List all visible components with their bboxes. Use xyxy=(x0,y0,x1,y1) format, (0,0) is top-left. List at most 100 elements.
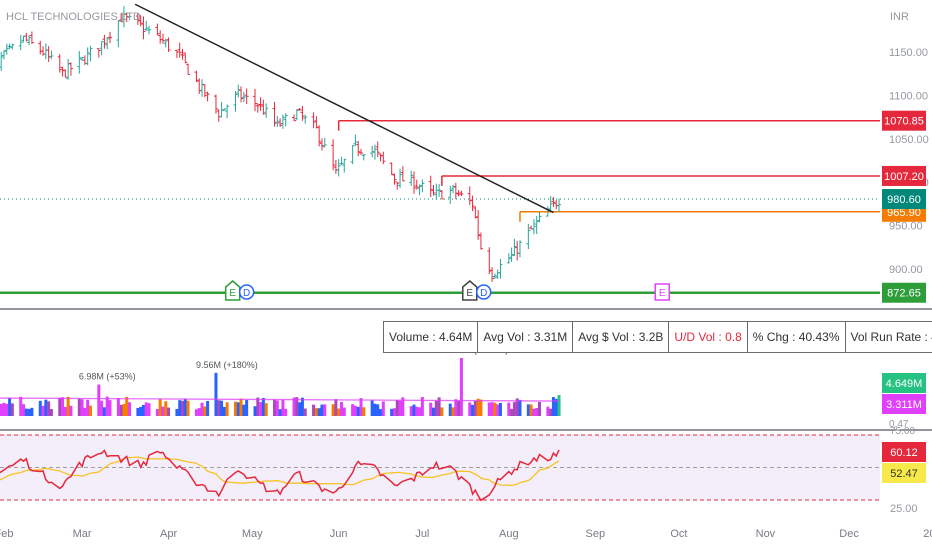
volume-bar xyxy=(432,407,436,416)
volume-bar xyxy=(401,397,405,416)
volume-bar xyxy=(66,396,70,416)
volume-bar xyxy=(186,400,190,416)
x-tick-label: Dec xyxy=(839,528,859,540)
volume-bar xyxy=(273,399,277,416)
x-tick-label: Feb xyxy=(0,528,13,540)
volume-bar xyxy=(220,400,224,416)
volume-bar xyxy=(22,404,26,416)
volume-bar xyxy=(459,358,463,416)
volume-bar xyxy=(323,404,327,416)
level-price-label-bg xyxy=(882,165,926,186)
volume-bar xyxy=(487,402,491,416)
level-price-label: 1007.20 xyxy=(884,171,924,183)
volume-bar xyxy=(30,407,34,416)
rsi-value-bg xyxy=(882,442,926,462)
volume-bar xyxy=(108,400,112,416)
volume-bar xyxy=(144,402,148,416)
volume-bar xyxy=(551,397,555,416)
y-tick-label: 1050.00 xyxy=(889,134,929,146)
y-tick-label: 950.00 xyxy=(889,221,923,233)
volume-bar xyxy=(214,372,218,416)
volume-bar xyxy=(507,402,511,416)
rsi-band xyxy=(0,435,880,500)
volume-bar xyxy=(454,399,458,416)
volume-bar xyxy=(38,400,42,416)
volume-bar xyxy=(337,408,341,416)
volume-bar xyxy=(515,398,519,416)
volume-bar xyxy=(415,406,419,416)
volume-bar xyxy=(47,401,51,416)
volume-bar xyxy=(261,397,265,416)
volume-bar xyxy=(264,403,268,416)
avg-volume-line xyxy=(0,397,560,402)
volume-bar xyxy=(398,400,402,416)
volume-bar xyxy=(167,407,171,416)
volume-bar xyxy=(8,397,12,416)
volume-bar xyxy=(49,409,53,416)
volume-bar xyxy=(303,408,307,416)
volume-bar xyxy=(448,403,452,416)
volume-bar xyxy=(259,402,263,416)
volume-bar xyxy=(392,408,396,416)
volume-bar xyxy=(61,397,65,416)
volume-bar xyxy=(164,401,168,416)
volume-bar xyxy=(409,406,413,416)
volume-bar xyxy=(532,408,536,416)
volume-bar xyxy=(83,407,87,416)
volume-bar xyxy=(63,406,67,416)
volume-bar xyxy=(245,399,249,416)
level-price-label: 872.65 xyxy=(887,288,921,300)
x-tick-label: 2023 xyxy=(923,528,932,540)
volume-bar xyxy=(529,404,533,416)
volume-bar xyxy=(102,407,106,416)
volume-bar xyxy=(518,399,522,416)
volume-bar xyxy=(412,404,416,416)
level-price-label-bg xyxy=(882,282,926,303)
y-tick-label: 1150.00 xyxy=(889,47,928,59)
volume-bar xyxy=(10,403,14,416)
volume-bar xyxy=(200,402,204,416)
volume-bar xyxy=(275,400,279,416)
x-tick-label: Apr xyxy=(160,528,177,540)
marker-letter: E xyxy=(466,288,473,299)
volume-bar xyxy=(24,408,28,416)
volume-bar xyxy=(526,404,530,416)
volume-bar xyxy=(379,409,383,416)
volume-bar xyxy=(136,407,140,416)
level-price-label: 1070.85 xyxy=(884,116,924,128)
volume-bar xyxy=(105,396,109,416)
stat-volume: Volume : 4.64M xyxy=(384,322,479,352)
stat-vol-run-rate: Vol Run Rate : 44.4% xyxy=(850,330,932,344)
x-tick-label: Aug xyxy=(499,528,519,540)
volume-bar xyxy=(233,401,237,416)
volume-bar xyxy=(314,408,318,416)
earnings-marker xyxy=(462,280,478,301)
x-tick-label: Jun xyxy=(330,528,348,540)
volume-bar xyxy=(418,407,422,416)
volume-bar xyxy=(554,398,558,416)
volume-bar xyxy=(242,404,246,416)
marker-letter: E xyxy=(659,288,666,299)
volume-bar xyxy=(298,402,302,416)
volume-bar xyxy=(236,402,240,416)
volume-bar xyxy=(122,403,126,416)
volume-bar xyxy=(116,398,120,416)
volume-bar xyxy=(295,397,299,416)
volume-bar xyxy=(97,384,101,416)
volume-bar xyxy=(479,399,483,416)
volume-bar xyxy=(490,402,494,416)
volume-bar xyxy=(69,405,73,416)
volume-bar xyxy=(88,405,92,416)
volume-bar xyxy=(100,400,104,416)
volume-bar xyxy=(180,400,184,416)
volume-bar xyxy=(175,408,179,416)
volume-bar xyxy=(141,404,145,416)
level-price-label-bg xyxy=(882,110,926,131)
x-tick-label: Oct xyxy=(670,528,687,540)
volume-partial-label: 0.47 xyxy=(889,419,909,430)
volume-bar xyxy=(278,409,282,416)
stat-pct-chg: % Chg : 40.43% xyxy=(748,322,846,352)
volume-bar xyxy=(420,396,424,416)
